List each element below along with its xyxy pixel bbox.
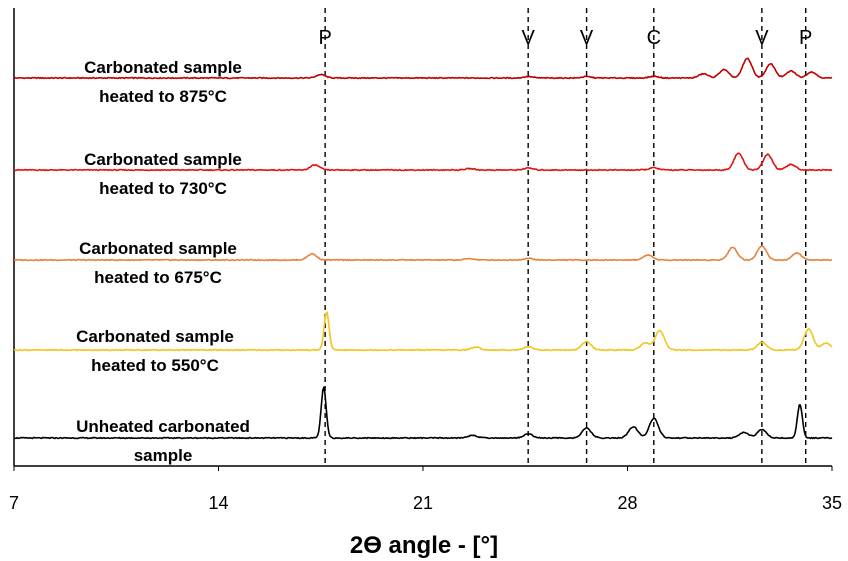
series-label: Carbonated sample heated to 730°C	[84, 150, 242, 198]
x-tick-label: 21	[413, 493, 433, 513]
series-line	[13, 57, 833, 80]
x-tick-labels: 7 14 21 28 35	[9, 493, 842, 513]
series-traces	[13, 57, 833, 440]
phase-marker-label: P	[318, 27, 331, 49]
x-axis-title: 2Ɵ angle - [°]	[350, 532, 498, 559]
series-labels: Carbonated sample heated to 875°C Carbonat…	[76, 58, 250, 465]
phase-marker-label: V	[521, 27, 535, 49]
x-tick-label: 35	[822, 493, 842, 513]
series-label: Unheated carbonated sample	[76, 417, 250, 465]
phase-marker-label: V	[755, 27, 769, 49]
series-label: Carbonated sample heated to 875°C	[84, 58, 242, 106]
phase-marker-label: C	[647, 27, 661, 49]
series-line	[13, 152, 833, 172]
phase-marker-label: P	[799, 27, 812, 49]
x-tick-label: 7	[9, 493, 19, 513]
series-label: Carbonated sample heated to 675°C	[79, 239, 237, 287]
series-label: Carbonated sample heated to 550°C	[76, 327, 234, 375]
series-line	[13, 311, 833, 352]
phase-marker-label: V	[580, 27, 594, 49]
series-line	[13, 386, 833, 440]
x-tick-label: 28	[617, 493, 637, 513]
series-line	[13, 245, 833, 262]
x-tick-label: 14	[208, 493, 228, 513]
x-ticks	[13, 466, 833, 471]
